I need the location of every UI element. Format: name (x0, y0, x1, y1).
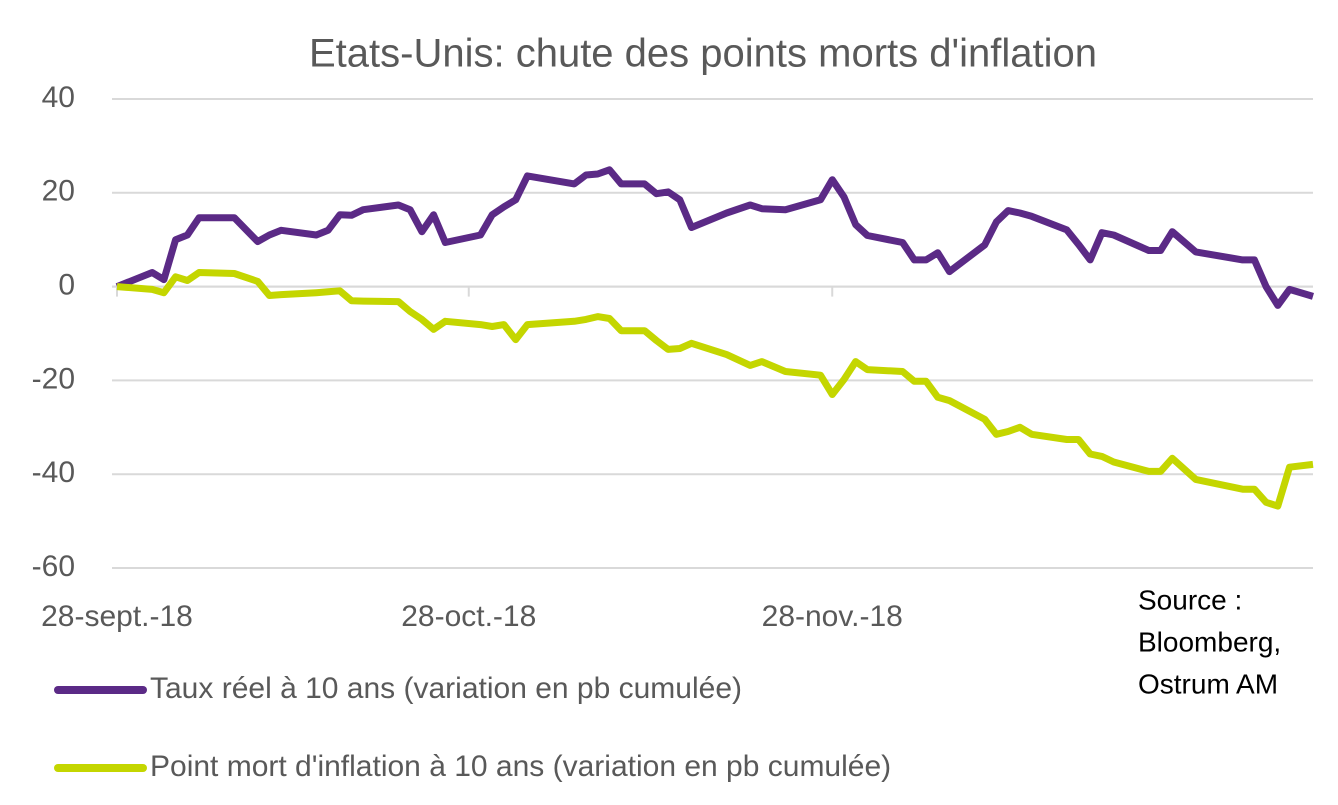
source-note: Ostrum AM (1138, 668, 1278, 699)
x-tick-label: 28-nov.-18 (762, 600, 903, 633)
series-line (115, 166, 1314, 309)
y-tick-label: 20 (42, 175, 75, 208)
source-note: Source : (1138, 584, 1242, 615)
y-tick-label: -40 (32, 456, 75, 489)
legend-label: Point mort d'inflation à 10 ans (variati… (150, 750, 891, 783)
x-tick-label: 28-sept.-18 (41, 600, 193, 633)
chart-title: Etats-Unis: chute des points morts d'inf… (309, 32, 1097, 76)
y-tick-label: 40 (42, 81, 75, 114)
y-tick-label: -20 (32, 362, 75, 395)
legend-label: Taux réel à 10 ans (variation en pb cumu… (150, 672, 742, 705)
series-line (116, 269, 1314, 510)
x-tick-label: 28-oct.-18 (401, 600, 536, 633)
y-tick-label: 0 (58, 269, 75, 302)
y-tick-label: -60 (32, 550, 75, 583)
source-note: Bloomberg, (1138, 626, 1281, 657)
